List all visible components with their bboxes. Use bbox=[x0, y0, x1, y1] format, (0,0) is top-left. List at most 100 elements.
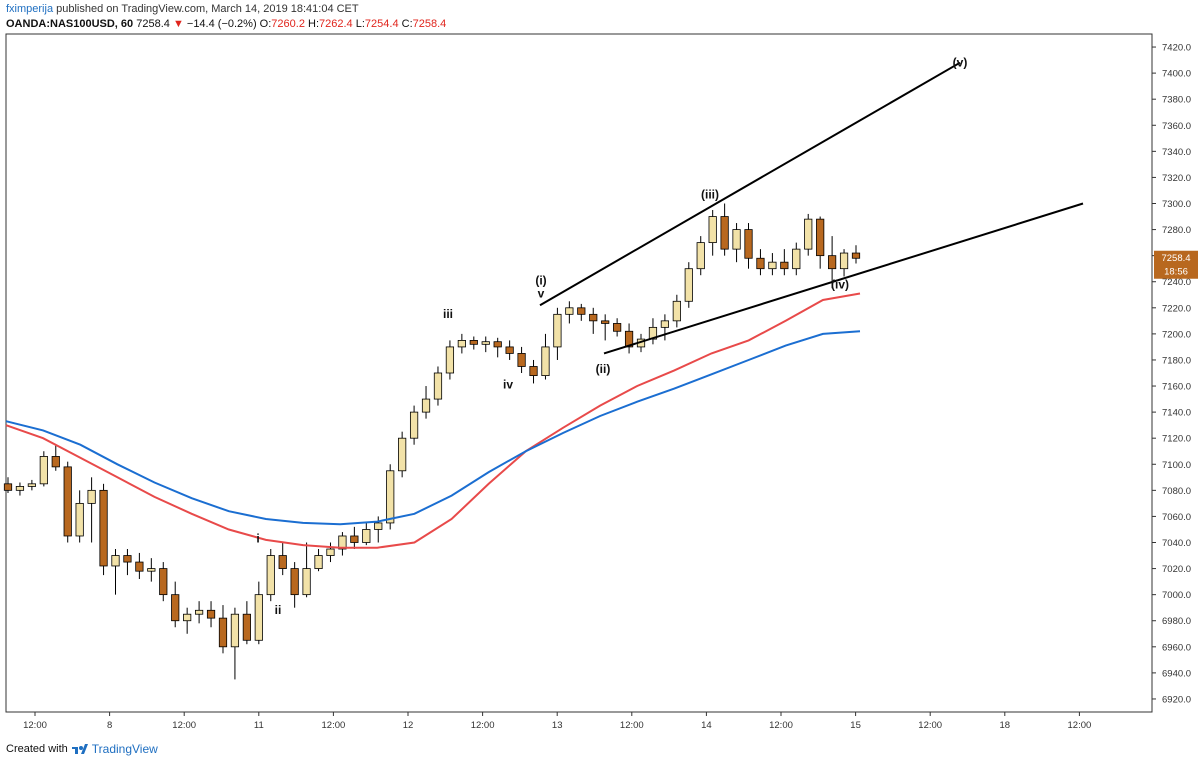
y-tick-label: 7300.0 bbox=[1162, 199, 1191, 210]
y-tick-label: 7180.0 bbox=[1162, 355, 1191, 366]
close-value: 7258.4 bbox=[412, 18, 447, 30]
y-tick-label: 7240.0 bbox=[1162, 277, 1191, 288]
candle-body bbox=[27, 483, 36, 487]
wave-label-iv: iv bbox=[503, 378, 513, 392]
candle-body bbox=[51, 456, 60, 468]
candle-body bbox=[828, 255, 837, 270]
candle-body bbox=[541, 346, 550, 377]
candle-body bbox=[529, 366, 538, 377]
low-label: L: bbox=[355, 18, 365, 30]
open-label: O: bbox=[259, 18, 272, 30]
candle-body bbox=[720, 216, 729, 250]
candle-body bbox=[433, 372, 443, 400]
high-value: 7262.4 bbox=[319, 18, 353, 30]
candle-body bbox=[159, 568, 168, 596]
candle-body bbox=[266, 555, 275, 596]
tradingview-brand[interactable]: TradingView bbox=[91, 742, 158, 756]
y-tick-label: 7100.0 bbox=[1162, 460, 1191, 471]
y-tick-label: 7220.0 bbox=[1162, 303, 1191, 314]
x-tick-label: 12:00 bbox=[1068, 720, 1092, 731]
candle-body bbox=[171, 594, 180, 622]
price-tag-value: 7258.4 bbox=[1161, 253, 1190, 264]
candle-body bbox=[684, 268, 693, 302]
symbol-legend: OANDA:NAS100USD, 60 7258.4 ▼ −14.4 (−0.2… bbox=[6, 18, 446, 30]
candle-body bbox=[732, 229, 741, 250]
y-tick-label: 7060.0 bbox=[1162, 512, 1191, 523]
candle-body bbox=[469, 340, 478, 345]
candle-body bbox=[804, 218, 813, 250]
candle-body bbox=[123, 555, 132, 563]
lower-trendline bbox=[603, 202, 1084, 355]
candle-body bbox=[696, 242, 705, 270]
candle-body bbox=[15, 486, 25, 491]
candle-body bbox=[481, 341, 490, 345]
x-tick-label: 11 bbox=[254, 720, 264, 731]
wave-label-i: i bbox=[256, 532, 259, 546]
candle-body bbox=[87, 489, 96, 504]
candle-body bbox=[445, 346, 455, 374]
last-price: 7258.4 bbox=[136, 18, 170, 30]
x-tick-label: 18 bbox=[1000, 720, 1011, 731]
x-tick-label: 12:00 bbox=[769, 720, 793, 731]
x-tick-label: 13 bbox=[552, 720, 563, 731]
candle-body bbox=[517, 353, 526, 367]
candle-body bbox=[744, 229, 753, 259]
x-tick-label: 12:00 bbox=[620, 720, 644, 731]
y-tick-label: 7400.0 bbox=[1162, 69, 1191, 80]
publish-text: published on TradingView.com, March 14, … bbox=[53, 3, 359, 15]
author-link[interactable]: fximperija bbox=[6, 3, 54, 15]
ema-fast-line bbox=[5, 292, 861, 549]
candle-body bbox=[3, 483, 13, 491]
candle-body bbox=[613, 323, 622, 332]
y-tick-label: 7160.0 bbox=[1162, 382, 1191, 393]
y-tick-label: 6980.0 bbox=[1162, 616, 1191, 627]
candle-body bbox=[374, 522, 383, 530]
wave-label-w3: (iii) bbox=[701, 187, 719, 201]
y-tick-label: 7000.0 bbox=[1162, 590, 1191, 601]
candle-body bbox=[206, 609, 216, 619]
candle-body bbox=[565, 307, 574, 315]
y-tick-label: 6920.0 bbox=[1162, 694, 1191, 705]
y-tick-label: 6940.0 bbox=[1162, 668, 1191, 679]
candle-body bbox=[314, 555, 323, 569]
publish-info: fximperija published on TradingView.com,… bbox=[6, 3, 359, 15]
candle-body bbox=[457, 340, 466, 348]
price-change: −14.4 (−0.2%) bbox=[186, 18, 257, 30]
down-arrow-icon: ▼ bbox=[172, 18, 184, 30]
candle-body bbox=[147, 568, 156, 572]
symbol-name[interactable]: OANDA:NAS100USD, 60 bbox=[6, 18, 134, 30]
wave-label-v: v bbox=[538, 286, 545, 300]
candle-body bbox=[63, 466, 72, 537]
close-label: C: bbox=[401, 18, 413, 30]
x-tick-label: 12:00 bbox=[322, 720, 346, 731]
x-tick-label: 12:00 bbox=[23, 720, 47, 731]
price-tag-box bbox=[1154, 250, 1198, 279]
y-tick-label: 7140.0 bbox=[1162, 408, 1191, 419]
candle-body bbox=[553, 313, 562, 348]
candle-body bbox=[183, 613, 192, 622]
candle-body bbox=[39, 456, 48, 485]
high-label: H: bbox=[308, 18, 320, 30]
tradingview-logo-icon bbox=[71, 744, 88, 754]
x-tick-label: 12 bbox=[403, 720, 414, 731]
candle-body bbox=[254, 594, 263, 641]
y-tick-label: 6960.0 bbox=[1162, 642, 1191, 653]
candle-body bbox=[839, 252, 849, 270]
y-tick-label: 7320.0 bbox=[1162, 173, 1191, 184]
candle-body bbox=[780, 261, 789, 270]
candle-body bbox=[99, 489, 108, 567]
candle-body bbox=[362, 529, 371, 543]
candle-body bbox=[290, 568, 299, 596]
price-tag-countdown: 18:56 bbox=[1164, 267, 1188, 278]
created-with-text: Created with bbox=[6, 743, 68, 755]
candle-body bbox=[601, 320, 610, 324]
y-tick-label: 7040.0 bbox=[1162, 538, 1191, 549]
x-tick-label: 8 bbox=[107, 720, 112, 731]
candle-body bbox=[756, 257, 765, 270]
candle-body bbox=[851, 252, 861, 259]
candle-body bbox=[792, 248, 801, 270]
candle-body bbox=[816, 218, 825, 257]
x-tick-label: 12:00 bbox=[471, 720, 495, 731]
candle-body bbox=[218, 617, 228, 648]
